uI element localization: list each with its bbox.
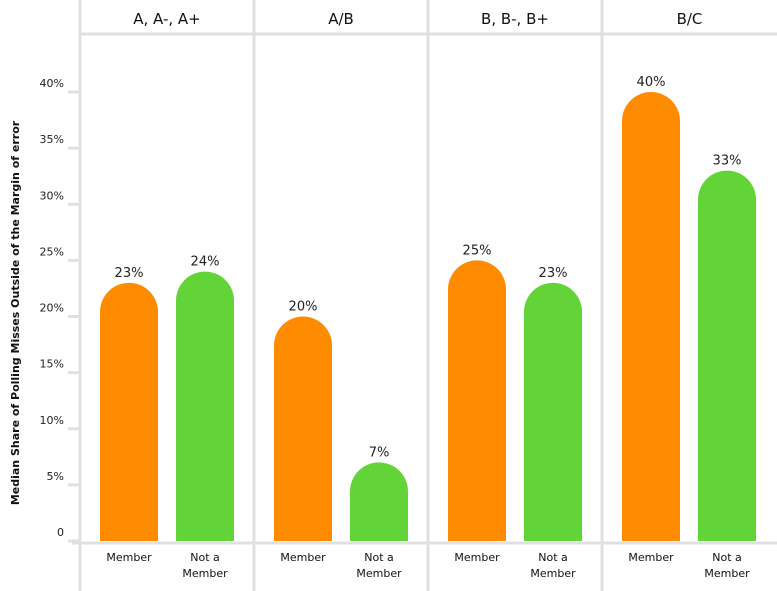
panel-1: A, A-, A+ 23% Member 24% Not a Member (100, 10, 235, 580)
y-tick-label: 20% (40, 302, 64, 315)
data-label: 25% (463, 243, 492, 258)
chart-frame (72, 0, 777, 591)
panel-title: B/C (677, 10, 703, 28)
y-tick-label: 40% (40, 77, 64, 90)
bar-member (100, 282, 158, 541)
y-tick-label: 30% (40, 189, 64, 202)
data-label: 20% (289, 300, 318, 315)
x-category-label: Member (628, 551, 674, 564)
panel-title: A/B (328, 10, 354, 28)
y-tick-label: 35% (40, 133, 64, 146)
y-tick-label: 5% (47, 470, 64, 483)
y-tick-label: 10% (40, 414, 64, 427)
bar-member (274, 316, 332, 541)
bar-not-a-member (176, 271, 235, 541)
y-tick-label: 15% (40, 358, 64, 371)
x-category-label: Not a Member (182, 551, 228, 580)
panel-title: A, A-, A+ (133, 10, 201, 28)
panels: A, A-, A+ 23% Member 24% Not a Member A/B 20% Me… (100, 10, 756, 580)
panel-3: B, B-, B+ 25% Member 23% Not a Member (448, 10, 582, 580)
panel-4: B/C 40% Member 33% Not a Member (622, 10, 756, 580)
data-label: 23% (539, 266, 568, 281)
data-label: 40% (637, 75, 666, 90)
bar-member (622, 92, 680, 541)
data-label: 23% (115, 266, 144, 281)
y-tick-label: 25% (40, 245, 64, 258)
x-category-label: Member (454, 551, 500, 564)
y-tick-label: 0 (57, 526, 64, 539)
x-category-label: Not a Member (356, 551, 402, 580)
x-category-label: Not a Member (530, 551, 576, 580)
bar-not-a-member (350, 462, 408, 541)
panel-2: A/B 20% Member 7% Not a Member (274, 10, 408, 580)
panel-title: B, B-, B+ (481, 10, 549, 28)
data-label: 7% (369, 445, 390, 460)
x-category-label: Member (280, 551, 326, 564)
y-axis-label: Median Share of Polling Misses Outside o… (9, 120, 22, 505)
bar-member (448, 260, 506, 541)
x-category-label: Not a Member (704, 551, 750, 580)
data-label: 33% (713, 154, 742, 169)
bar-not-a-member (524, 282, 582, 541)
data-label: 24% (191, 255, 220, 270)
bar-not-a-member (698, 170, 756, 541)
y-axis: 0 5% 10% 15% 20% 25% 30% 35% 40% (40, 77, 80, 543)
x-category-label: Member (106, 551, 152, 564)
